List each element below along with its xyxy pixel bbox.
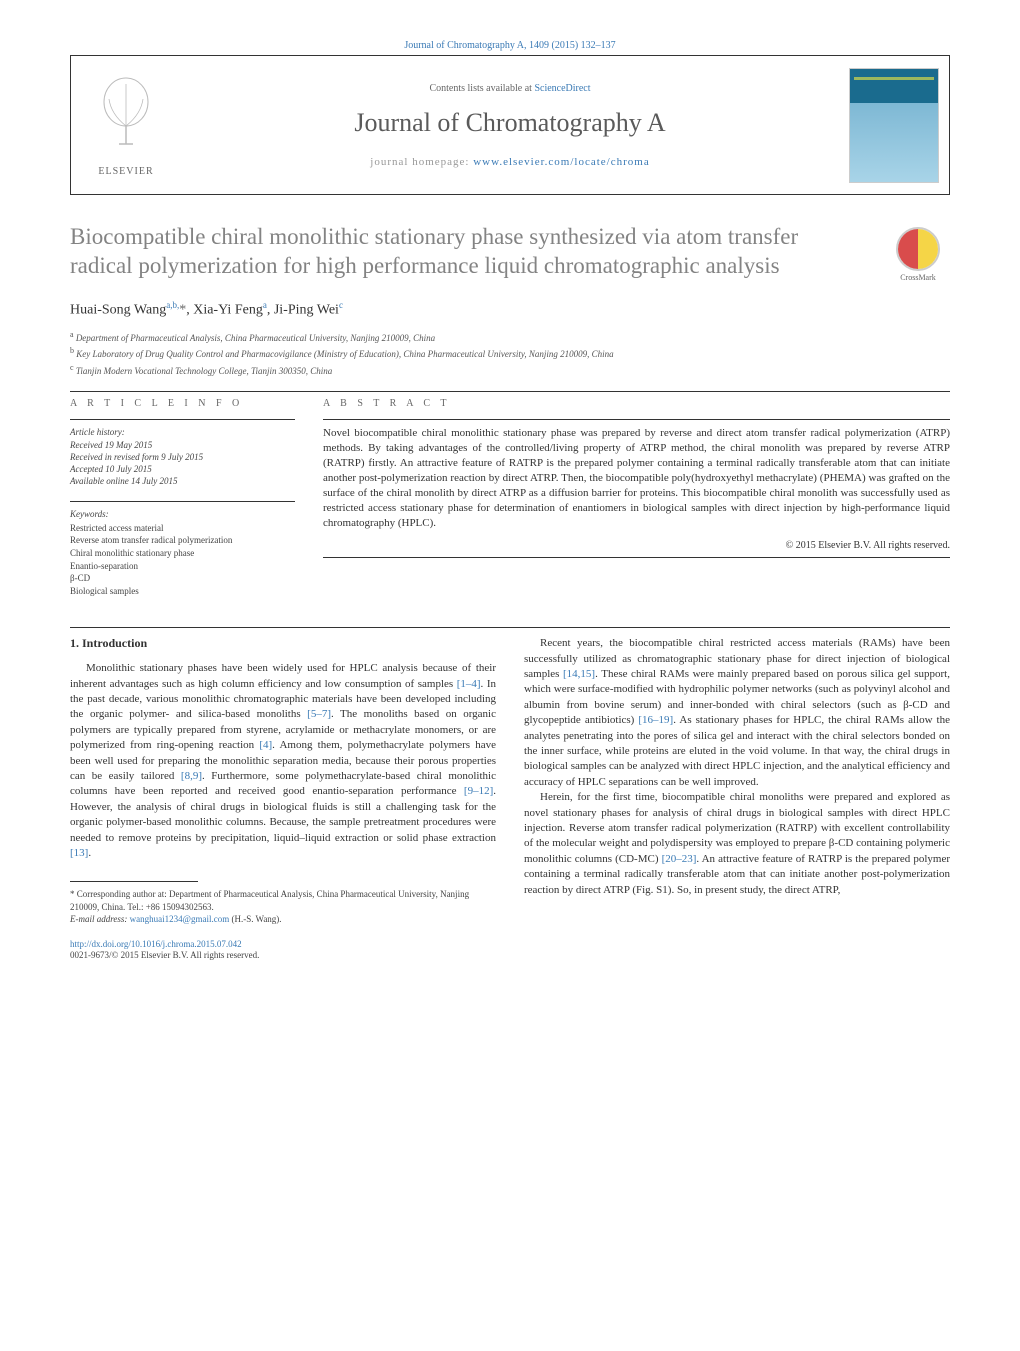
right-column: Recent years, the biocompatible chiral r… [524,636,950,962]
abstract-divider-top [323,419,950,420]
abstract-divider-bottom [323,557,950,558]
contents-line: Contents lists available at ScienceDirec… [429,83,590,94]
keywords-block: Keywords: Restricted access materialReve… [70,508,295,597]
divider-bottom [70,627,950,628]
abstract-column: A B S T R A C T Novel biocompatible chir… [323,398,950,597]
info-divider-2 [70,501,295,502]
elsevier-tree-icon [91,74,161,166]
keyword-item: Enantio-separation [70,560,295,573]
corresponding-footnote: * Corresponding author at: Department of… [70,888,496,924]
divider-top [70,391,950,392]
sciencedirect-link[interactable]: ScienceDirect [534,83,590,94]
history-online: Available online 14 July 2015 [70,475,295,487]
article-history: Article history: Received 19 May 2015 Re… [70,426,295,487]
publisher-logo-cell: ELSEVIER [71,56,181,194]
body-paragraph: Monolithic stationary phases have been w… [70,661,496,861]
journal-title: Journal of Chromatography A [354,108,665,138]
abstract-header: A B S T R A C T [323,398,950,409]
affiliation-line: b Key Laboratory of Drug Quality Control… [70,345,950,361]
crossmark-icon [896,227,940,271]
info-divider-1 [70,419,295,420]
keyword-item: Biological samples [70,585,295,598]
abstract-copyright: © 2015 Elsevier B.V. All rights reserved… [323,540,950,551]
intro-heading: 1. Introduction [70,636,496,651]
issn-line: 0021-9673/© 2015 Elsevier B.V. All right… [70,950,496,962]
email-suffix: (H.-S. Wang). [229,914,281,924]
crossmark-badge[interactable]: CrossMark [886,227,950,282]
journal-cover-cell [839,56,949,194]
keyword-item: Reverse atom transfer radical polymeriza… [70,534,295,547]
article-title: Biocompatible chiral monolithic stationa… [70,223,886,281]
elsevier-label: ELSEVIER [98,166,153,177]
corresponding-line: * Corresponding author at: Department of… [70,888,496,912]
body-paragraph: Herein, for the first time, biocompatibl… [524,790,950,898]
affiliations: a Department of Pharmaceutical Analysis,… [70,329,950,378]
journal-header: ELSEVIER Contents lists available at Sci… [70,55,950,195]
top-citation[interactable]: Journal of Chromatography A, 1409 (2015)… [70,40,950,51]
homepage-link[interactable]: www.elsevier.com/locate/chroma [473,156,650,168]
authors-line: Huai-Song Wanga,b,*, Xia-Yi Fenga, Ji-Pi… [70,300,950,319]
keyword-item: Restricted access material [70,522,295,535]
homepage-prefix: journal homepage: [370,156,473,168]
history-revised: Received in revised form 9 July 2015 [70,451,295,463]
homepage-line: journal homepage: www.elsevier.com/locat… [370,156,649,168]
contents-prefix: Contents lists available at [429,83,534,94]
history-accepted: Accepted 10 July 2015 [70,463,295,475]
body-paragraph: Recent years, the biocompatible chiral r… [524,636,950,790]
corresponding-email[interactable]: wanghuai1234@gmail.com [130,914,230,924]
history-label: Article history: [70,426,295,438]
journal-cover-thumb [849,68,939,183]
email-label: E-mail address: [70,914,130,924]
affiliation-line: c Tianjin Modern Vocational Technology C… [70,362,950,378]
footer-block: http://dx.doi.org/10.1016/j.chroma.2015.… [70,939,496,962]
elsevier-logo: ELSEVIER [86,75,166,175]
abstract-text: Novel biocompatible chiral monolithic st… [323,426,950,530]
affiliation-line: a Department of Pharmaceutical Analysis,… [70,329,950,345]
keyword-item: β-CD [70,572,295,585]
left-column: 1. Introduction Monolithic stationary ph… [70,636,496,962]
article-info-column: A R T I C L E I N F O Article history: R… [70,398,295,597]
keyword-item: Chiral monolithic stationary phase [70,547,295,560]
article-info-header: A R T I C L E I N F O [70,398,295,409]
doi-link[interactable]: http://dx.doi.org/10.1016/j.chroma.2015.… [70,939,496,951]
history-received: Received 19 May 2015 [70,439,295,451]
footnote-divider [70,881,198,882]
keywords-label: Keywords: [70,508,295,521]
header-center: Contents lists available at ScienceDirec… [181,56,839,194]
crossmark-label: CrossMark [900,273,936,282]
